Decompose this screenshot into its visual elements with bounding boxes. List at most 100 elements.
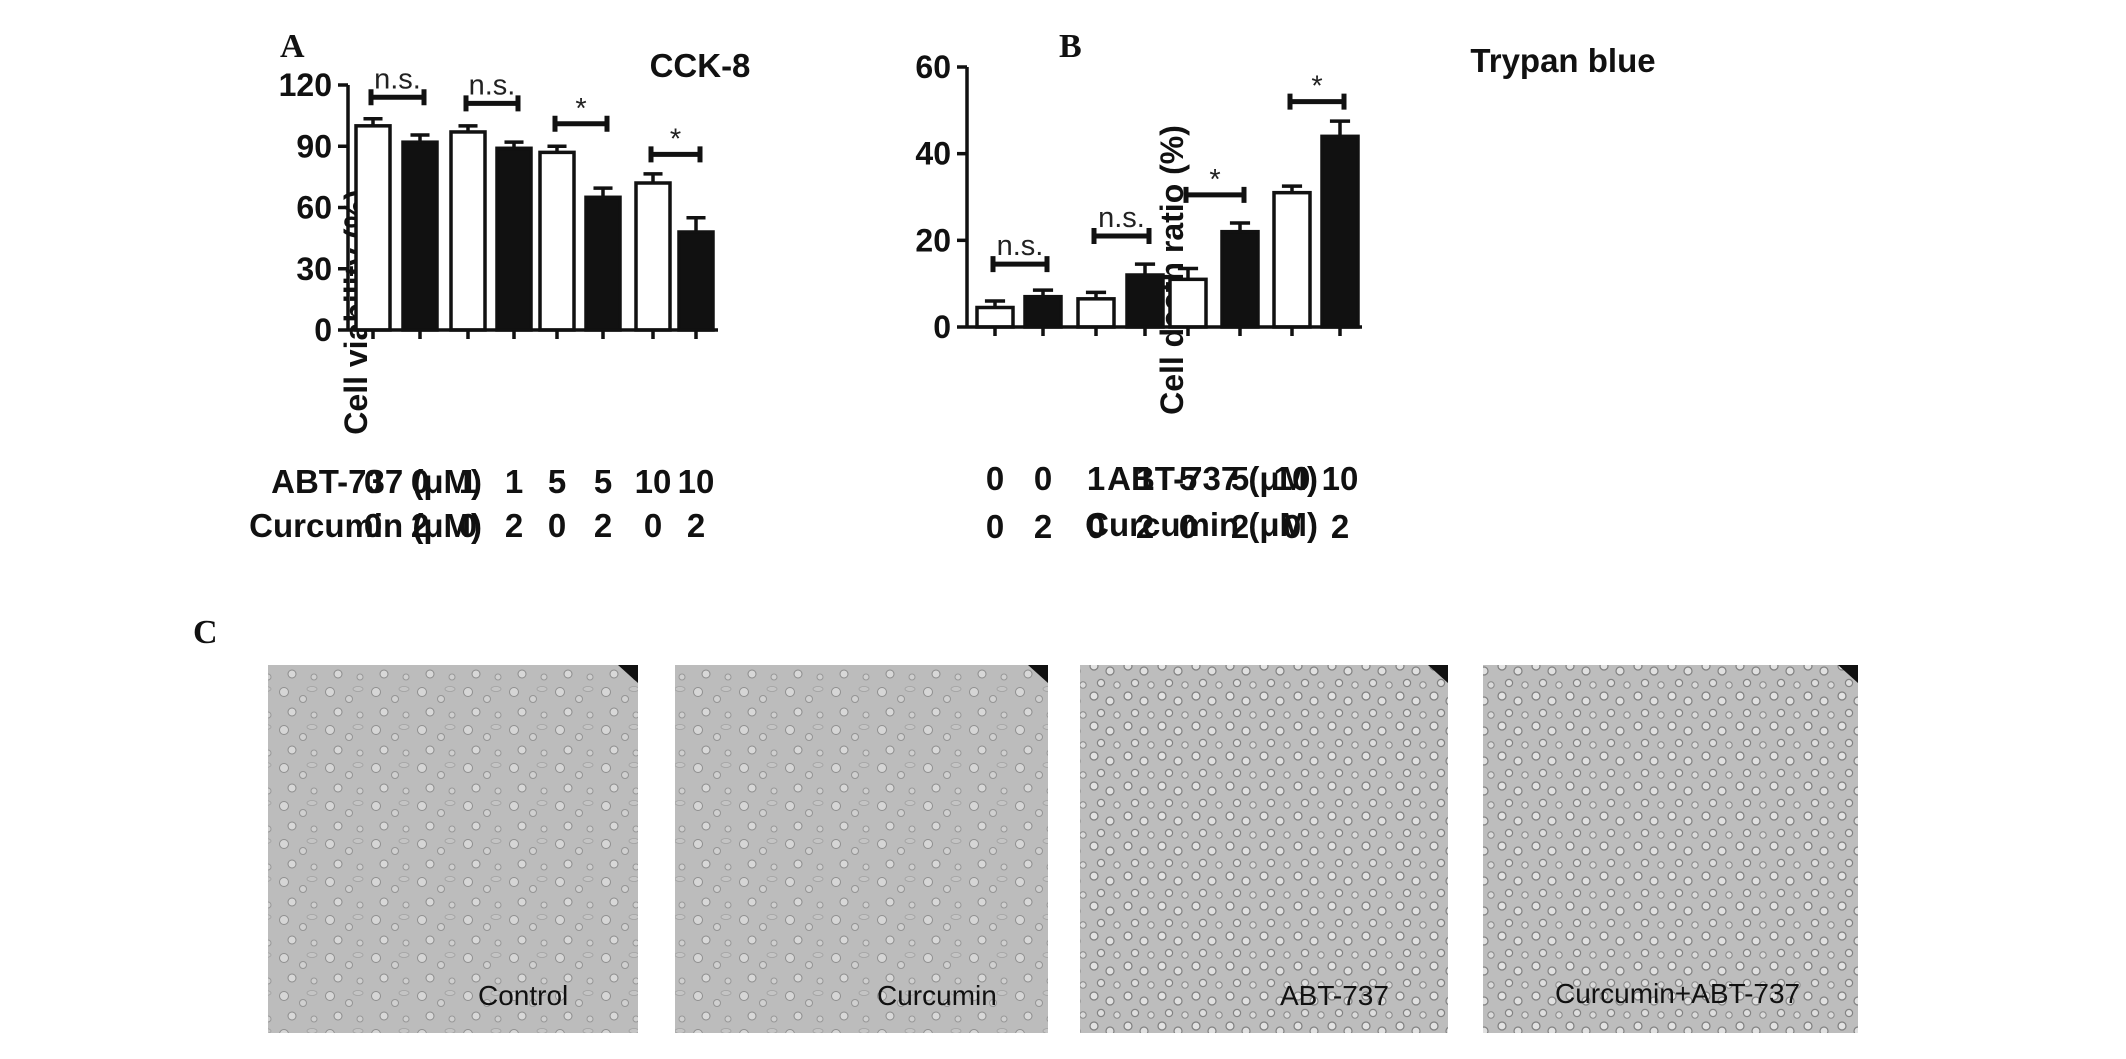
bar — [677, 230, 715, 332]
y-tick-label: 0 — [933, 309, 951, 345]
significance-bracket — [552, 115, 610, 132]
bar — [1320, 134, 1360, 329]
significance-group: n.s. n.s. * * — [990, 71, 1347, 273]
chart-cck8: CCK-8 Cell viability (%) n.s.n.s.** 0306… — [249, 47, 750, 544]
chart-title: Trypan blue — [1470, 42, 1655, 79]
micrograph-image — [675, 665, 1048, 1033]
abt737-value: 1 — [1087, 460, 1105, 497]
curcumin-row-label: Curcumin (μM) — [249, 507, 482, 544]
abt737-value: 10 — [1322, 460, 1359, 497]
abt737-value: 1 — [1136, 460, 1154, 497]
significance-bracket — [1287, 93, 1347, 110]
bar — [1272, 190, 1312, 329]
curcumin-row-label: Curcumin (μM) — [1085, 506, 1318, 543]
curcumin-value: 2 — [594, 507, 612, 544]
significance-label: * — [670, 123, 681, 155]
y-tick-label: 60 — [296, 190, 332, 226]
bar — [1023, 294, 1063, 329]
corner-mark — [1838, 665, 1858, 683]
significance-label: n.s. — [1098, 202, 1145, 234]
bar — [449, 130, 487, 332]
abt737-value: 0 — [1034, 460, 1052, 497]
micrograph-abt737: ABT-737 — [1080, 665, 1448, 1033]
abt737-row-label: ABT-737 (μM) — [271, 463, 482, 500]
panel-letter-c: C — [193, 614, 218, 651]
significance-label: n.s. — [997, 230, 1044, 262]
significance-label: * — [575, 93, 586, 125]
micrograph-curcumin-abt737: Curcumin+ABT-737 — [1483, 665, 1858, 1033]
panel-letter-a: A — [280, 28, 305, 65]
bar — [634, 181, 672, 332]
micrograph-row: Control Curcumin ABT-737 Curcumin+ABT-73… — [268, 665, 1858, 1033]
micrograph-image — [268, 665, 638, 1033]
curcumin-value: 0 — [1283, 508, 1301, 545]
curcumin-value: 2 — [1034, 508, 1052, 545]
significance-group: n.s. n.s. * * — [368, 63, 703, 163]
bar — [354, 124, 392, 332]
abt737-value: 10 — [678, 463, 715, 500]
micrograph-image — [1080, 665, 1448, 1033]
y-tick-label: 60 — [915, 49, 951, 85]
abt737-row-label: ABT-737 (μM) — [1107, 460, 1318, 497]
bar — [1168, 277, 1208, 329]
curcumin-value: 0 — [364, 507, 382, 544]
curcumin-value: 0 — [1087, 508, 1105, 545]
curcumin-value: 0 — [1179, 508, 1197, 545]
micrograph-image — [1483, 665, 1858, 1033]
micrograph-label: Curcumin+ABT-737 — [1555, 978, 1800, 1009]
bar — [495, 146, 533, 332]
bar — [538, 150, 576, 332]
corner-mark — [618, 665, 638, 683]
micrograph-label: Control — [478, 980, 568, 1011]
significance-bracket — [368, 89, 427, 106]
abt737-value: 1 — [505, 463, 523, 500]
y-tick-label: 30 — [296, 251, 332, 287]
bar — [1125, 273, 1165, 329]
significance-bracket — [648, 146, 703, 163]
bar-group — [354, 116, 715, 332]
significance-label: n.s. — [469, 69, 516, 101]
significance-label: n.s. — [374, 63, 421, 95]
corner-mark — [1028, 665, 1048, 683]
significance-label: * — [1209, 164, 1220, 196]
y-tick-label: 20 — [915, 222, 951, 258]
significance-label: * — [1311, 71, 1322, 103]
y-tick-label: 90 — [296, 128, 332, 164]
panel-letter-b: B — [1059, 28, 1082, 65]
abt737-value: 5 — [548, 463, 566, 500]
corner-mark — [1428, 665, 1448, 683]
bar — [1076, 297, 1116, 329]
abt737-value: 0 — [986, 460, 1004, 497]
abt737-value: 1 — [459, 463, 477, 500]
y-axis-ticks: 0 30 60 90 120 — [279, 67, 348, 348]
bar — [975, 305, 1015, 329]
bar — [401, 140, 439, 332]
curcumin-value: 2 — [505, 507, 523, 544]
abt737-value: 5 — [1231, 460, 1249, 497]
significance-bracket — [1091, 228, 1152, 244]
chart-title: CCK-8 — [650, 47, 751, 84]
micrograph-label: Curcumin — [877, 980, 997, 1011]
curcumin-value: 2 — [411, 507, 429, 544]
curcumin-value: 0 — [548, 507, 566, 544]
abt737-value: 0 — [364, 463, 382, 500]
abt737-value: 10 — [1274, 460, 1311, 497]
micrograph-label: ABT-737 — [1280, 980, 1389, 1011]
curcumin-value: 2 — [687, 507, 705, 544]
y-tick-label: 0 — [314, 312, 332, 348]
y-tick-label: 40 — [915, 136, 951, 172]
y-tick-label: 120 — [279, 67, 332, 103]
bar — [584, 195, 622, 332]
significance-bracket — [990, 256, 1050, 273]
curcumin-value: 0 — [644, 507, 662, 544]
significance-bracket — [1183, 186, 1247, 203]
curcumin-value: 2 — [1231, 508, 1249, 545]
micrograph-curcumin: Curcumin — [675, 665, 1048, 1033]
y-axis-ticks: 0 20 40 60 — [915, 49, 967, 345]
chart-trypan-blue: Trypan blue Cell death ratio (%) n.s.n.s… — [915, 42, 1655, 545]
micrograph-control: Control — [268, 665, 638, 1033]
significance-bracket — [463, 95, 521, 112]
